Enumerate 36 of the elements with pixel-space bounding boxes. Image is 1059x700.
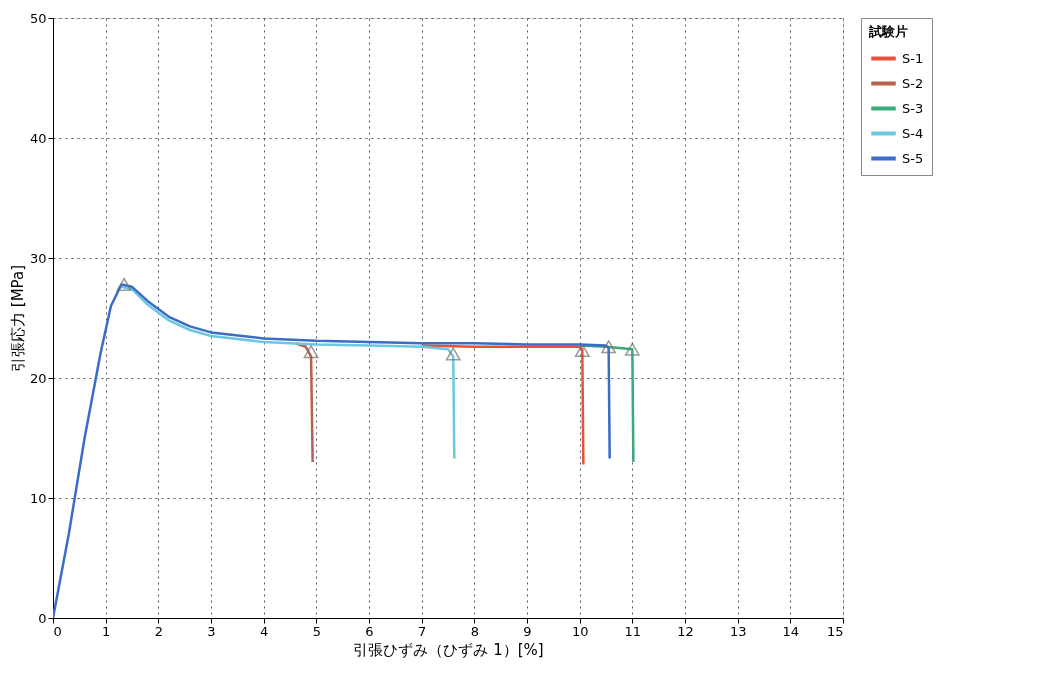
x-tick-label: 6 — [365, 623, 374, 639]
x-tick-label: 10 — [571, 623, 589, 639]
x-tick-label: 13 — [729, 623, 747, 639]
x-axis-title: 引張ひずみ（ひずみ 1）[%] — [353, 640, 544, 659]
point — [116, 277, 132, 291]
x-tick-label: 2 — [154, 623, 163, 639]
legend-label: S-2 — [902, 75, 924, 91]
x-tick-label: 5 — [312, 623, 321, 639]
legend-label: S-3 — [902, 100, 924, 116]
y-tick-label: 20 — [29, 370, 47, 386]
point — [601, 340, 617, 354]
x-tick-label: 9 — [523, 623, 532, 639]
x-tick-label: 7 — [418, 623, 427, 639]
x-tick-label: 1 — [102, 623, 111, 639]
x-tick-label: 8 — [470, 623, 479, 639]
y-tick-label: 10 — [29, 490, 47, 506]
x-tick-label: 14 — [782, 623, 800, 639]
x-tick-label: 15 — [826, 623, 844, 639]
y-axis-title: 引張応力 [MPa] — [8, 265, 27, 372]
point — [624, 342, 640, 356]
legend-label: S-4 — [902, 125, 924, 141]
legend-label: S-5 — [902, 150, 924, 166]
y-tick-label: 0 — [38, 610, 47, 626]
x-tick-label: 3 — [207, 623, 216, 639]
legend-label: S-1 — [902, 50, 924, 66]
y-tick-label: 40 — [29, 130, 47, 146]
x-tick-label: 0 — [53, 623, 62, 639]
legend-title: 試験片 — [868, 24, 908, 39]
point — [445, 347, 461, 361]
y-tick-label: 50 — [29, 10, 47, 26]
y-tick-label: 30 — [29, 250, 47, 266]
point — [574, 343, 590, 357]
point — [303, 345, 319, 359]
x-tick-label: 11 — [624, 623, 642, 639]
x-tick-label: 12 — [677, 623, 694, 639]
x-tick-label: 4 — [260, 623, 269, 639]
